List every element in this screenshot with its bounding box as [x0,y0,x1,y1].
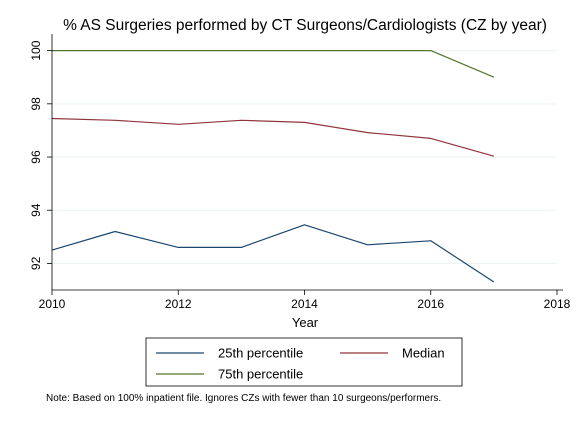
x-tick-label: 2016 [417,297,444,311]
y-tick-label: 98 [29,97,43,111]
x-axis-title: Year [292,315,319,330]
gridlines [52,50,557,264]
chart-note: Note: Based on 100% inpatient file. Igno… [46,393,441,404]
series-line-3 [52,49,495,78]
y-tick-labels: 92 94 96 98 100 [29,40,43,270]
y-tick-label: 100 [29,40,43,60]
legend: 25th percentile Median 75th percentile [145,337,463,387]
legend-box [145,337,463,387]
series-line-1 [51,224,495,283]
legend-label: 75th percentile [218,367,303,382]
series-line-2 [51,117,495,157]
legend-label: 25th percentile [218,346,303,361]
x-tick-label: 2014 [291,297,318,311]
legend-label: Median [402,346,445,361]
axes [47,34,563,295]
x-tick-labels: 2010 2012 2014 2016 2018 [39,297,571,311]
x-tick-label: 2012 [165,297,192,311]
chart-title: % AS Surgeries performed by CT Surgeons/… [63,17,547,34]
x-tick-label: 2018 [544,297,571,311]
y-tick-label: 96 [29,150,43,164]
x-tick-label: 2010 [39,297,66,311]
series-lines [51,49,495,283]
y-tick-label: 92 [29,256,43,270]
y-tick-label: 94 [29,203,43,217]
